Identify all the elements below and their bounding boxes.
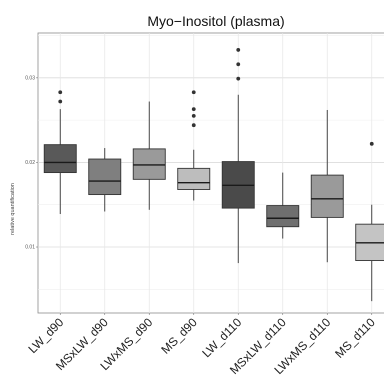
x-tick-label: LW_d90: [25, 315, 66, 356]
outlier-point: [191, 107, 196, 112]
box-LW_d110: [221, 48, 255, 264]
box-MS_d110: [355, 141, 384, 302]
boxes: [43, 48, 384, 302]
outlier-point: [236, 62, 241, 67]
box-iqr: [88, 158, 122, 196]
outlier-point: [191, 90, 196, 95]
box-iqr: [310, 174, 344, 218]
outlier-point: [58, 90, 63, 95]
box-iqr: [43, 144, 77, 174]
outlier-point: [236, 48, 241, 52]
outlier-point: [191, 123, 196, 128]
x-tick-label: LW_d110: [199, 315, 244, 360]
outlier-point: [369, 141, 374, 146]
box-MS_d90: [177, 90, 211, 201]
box-LW_d90: [43, 90, 77, 215]
y-tick-label: 0.02: [25, 160, 35, 166]
outlier-point: [58, 99, 63, 104]
outlier-point: [236, 76, 241, 81]
y-axis-label: relative quantification: [10, 183, 16, 235]
y-tick-label: 0.01: [25, 245, 35, 251]
box-MSxLW_d110: [266, 172, 300, 239]
box-iqr: [266, 205, 300, 228]
y-ticks: 0.01 0.02 0.03: [25, 76, 38, 251]
outlier-point: [191, 114, 196, 118]
x-tick-label: MS_d90: [158, 315, 200, 357]
box-iqr: [132, 148, 166, 180]
box-LWxMS_d110: [310, 109, 344, 263]
x-tick-label: MS_d110: [332, 315, 378, 361]
y-tick-label: 0.03: [25, 76, 35, 82]
box-MSxLW_d90: [88, 148, 122, 212]
chart-title: Myo−Inositol (plasma): [147, 13, 284, 29]
box-iqr: [177, 167, 211, 190]
box-LWxMS_d90: [132, 101, 166, 210]
